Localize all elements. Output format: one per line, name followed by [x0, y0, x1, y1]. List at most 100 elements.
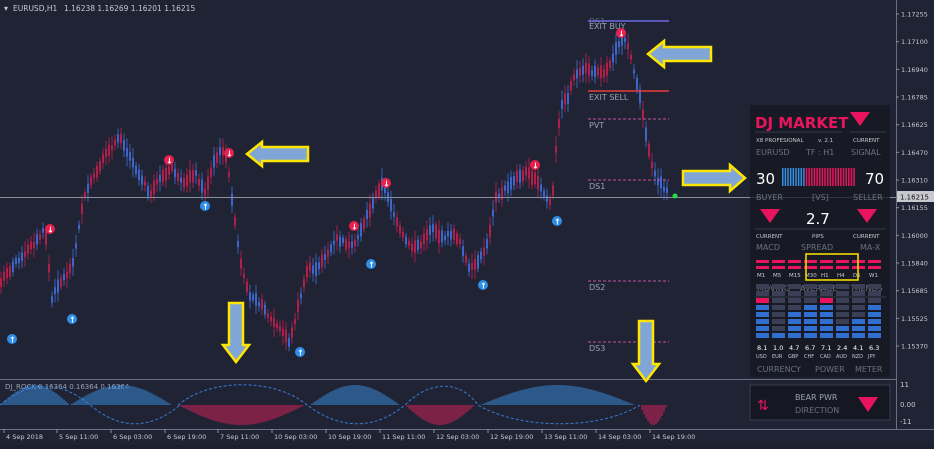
candle-body [273, 317, 275, 328]
trend-cell [868, 266, 881, 269]
trend-cell [836, 260, 849, 263]
candle-body [663, 186, 665, 192]
sell-signal-icon [45, 224, 55, 234]
candle-body [72, 258, 74, 267]
sell-arrow-glyph: ↓ [166, 157, 173, 166]
candle-body [435, 224, 437, 239]
time-tick-label: 6 Sep 03:00 [113, 433, 152, 441]
candle-body [105, 148, 107, 158]
panel-title: DJ MARKET [755, 114, 849, 132]
ds1-top-label: DS1 [589, 17, 605, 26]
candle-body [516, 170, 518, 182]
bear-power-box: ⇅ BEAR PWR DIRECTION [749, 384, 891, 421]
candle-body [243, 273, 245, 278]
candle-body [465, 255, 467, 263]
candle-body [90, 176, 92, 186]
time-tick-label: 10 Sep 03:00 [274, 433, 317, 441]
vs-bar-segment [784, 168, 787, 186]
candle-body [111, 145, 113, 151]
time-tick-label: 4 Sep 2018 [6, 433, 43, 441]
macd-down-icon [760, 209, 780, 223]
vs-bar-segment [819, 168, 821, 186]
trend-tf-label: M15 [789, 273, 801, 279]
meter-value: 8.1 [757, 344, 767, 352]
vs-label: [VS] [812, 193, 829, 202]
candle-body [399, 225, 401, 234]
vs-bar-segment [787, 168, 789, 186]
candle-body [192, 170, 194, 183]
candle-body [51, 296, 53, 303]
main-chart-area[interactable] [0, 0, 896, 379]
vs-bar-segment [829, 168, 832, 186]
buy-arrow-glyph: ↑ [69, 316, 76, 325]
meter-segment [868, 284, 881, 289]
price-tick-label: 1.16470 [901, 149, 928, 157]
meter-segment [788, 326, 801, 331]
meter-segment [836, 291, 849, 296]
meter-segment [772, 319, 785, 324]
candle-body [180, 177, 182, 183]
max-down-icon [857, 209, 877, 223]
sell-signal-icon [530, 160, 540, 170]
candle-body [489, 224, 491, 237]
sub-axis-bottom: -11 [900, 418, 911, 426]
meter-title-3: METER [855, 365, 883, 374]
candle-body [666, 187, 668, 194]
candle-body [324, 254, 326, 260]
candle-body [648, 143, 650, 157]
candle-body [234, 216, 236, 226]
candle-body [222, 147, 224, 156]
trend-tf-label: D1 [853, 273, 861, 279]
buy-arrow-glyph: ↑ [554, 218, 561, 227]
candle-body [579, 67, 581, 76]
meter-segment [868, 298, 881, 303]
meter-segment [868, 291, 881, 296]
indicator-subwindow[interactable] [0, 380, 896, 429]
trend-cell [836, 266, 849, 269]
candle-body [372, 197, 374, 209]
time-tick-label: 6 Sep 19:00 [167, 433, 206, 441]
candle-body [315, 262, 317, 276]
candle-body [84, 192, 86, 198]
candle-body [414, 240, 416, 253]
price-tick-label: 1.15525 [901, 315, 928, 323]
candle-body [45, 231, 47, 245]
candle-body [558, 119, 560, 128]
candle-body [351, 241, 353, 248]
signal-current: CURRENT [853, 138, 880, 144]
candle-body [288, 338, 290, 347]
candle-body [426, 229, 428, 241]
candle-body [63, 273, 65, 281]
candle-body [240, 258, 242, 269]
meter-segment [756, 298, 769, 303]
exit-buy-label: EXIT BUY [589, 22, 626, 31]
candle-body [513, 175, 515, 186]
candle-body [135, 165, 137, 174]
meter-segment [772, 312, 785, 317]
meter-segment [804, 319, 817, 324]
chart-dropdown-icon[interactable]: ▾ [4, 4, 8, 13]
candle-body [546, 195, 548, 202]
buy-signal-icon [200, 201, 210, 211]
vs-bar-segment [797, 168, 800, 186]
candle-body [348, 241, 350, 249]
candle-body [327, 249, 329, 257]
meter-value: 4.1 [853, 344, 863, 352]
trend-cell [788, 266, 801, 269]
candle-body [468, 263, 470, 272]
meter-segment [788, 298, 801, 303]
candle-body [576, 69, 578, 79]
candle-body [195, 170, 197, 176]
candle-body [636, 77, 638, 91]
meter-segment [852, 312, 865, 317]
trend-tf-label: H4 [837, 273, 845, 279]
candle-body [279, 325, 281, 331]
candle-body [354, 239, 356, 247]
meter-value: 6.7 [805, 344, 815, 352]
candle-body [561, 100, 563, 109]
candle-body [150, 190, 152, 197]
candle-body [246, 281, 248, 292]
candle-body [642, 109, 644, 119]
